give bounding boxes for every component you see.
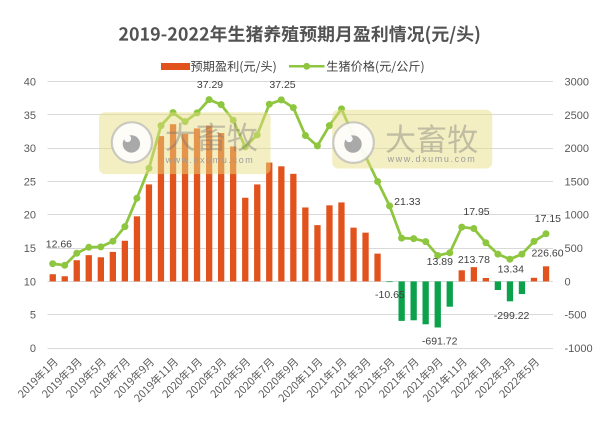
svg-text:35: 35: [24, 110, 36, 122]
svg-text:40: 40: [24, 77, 36, 89]
svg-text:0: 0: [30, 343, 36, 355]
svg-text:3000: 3000: [565, 77, 589, 89]
svg-text:-299.22: -299.22: [494, 310, 530, 322]
svg-text:-691.72: -691.72: [422, 336, 458, 348]
svg-text:www.dxumu.com: www.dxumu.com: [387, 154, 477, 164]
svg-text:10: 10: [24, 276, 36, 288]
svg-text:226.60: 226.60: [531, 248, 563, 260]
svg-text:13.34: 13.34: [498, 263, 524, 275]
svg-text:21.33: 21.33: [394, 196, 420, 208]
svg-text:20: 20: [24, 210, 36, 222]
svg-text:17.15: 17.15: [535, 213, 561, 225]
svg-text:www.dxumu.com: www.dxumu.com: [165, 155, 255, 165]
svg-text:1000: 1000: [565, 210, 589, 222]
svg-text:-500: -500: [565, 310, 587, 322]
svg-text:213.78: 213.78: [458, 254, 490, 266]
svg-text:37.25: 37.25: [269, 79, 295, 91]
svg-text:25: 25: [24, 176, 36, 188]
svg-text:37.29: 37.29: [197, 79, 223, 91]
svg-text:12.66: 12.66: [46, 239, 72, 251]
svg-text:15: 15: [24, 243, 36, 255]
svg-text:500: 500: [565, 243, 583, 255]
svg-text:1500: 1500: [565, 176, 589, 188]
svg-text:13.89: 13.89: [427, 256, 453, 268]
svg-text:0: 0: [565, 276, 571, 288]
svg-text:17.95: 17.95: [463, 206, 489, 218]
svg-text:-1000: -1000: [565, 343, 593, 355]
svg-text:5: 5: [30, 310, 36, 322]
svg-text:2500: 2500: [565, 110, 589, 122]
svg-text:30: 30: [24, 143, 36, 155]
svg-text:-10.65: -10.65: [375, 289, 405, 301]
svg-text:2000: 2000: [565, 143, 589, 155]
